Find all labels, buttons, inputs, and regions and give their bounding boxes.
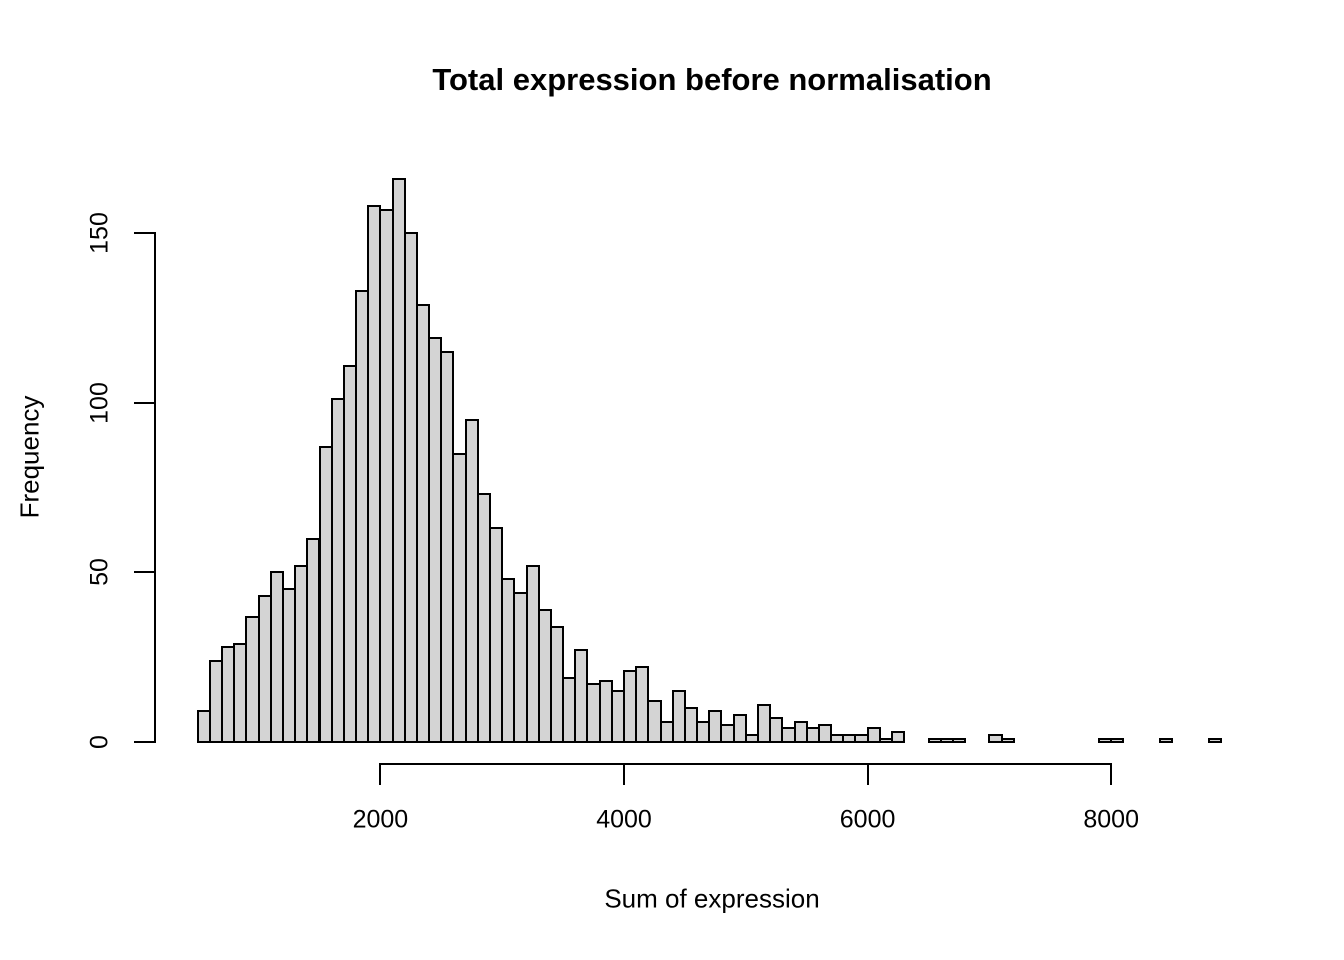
x-tick-label: 6000 — [839, 805, 896, 834]
y-tick — [134, 401, 154, 404]
y-tick-label: 0 — [85, 735, 114, 749]
histogram-bar — [1207, 737, 1222, 743]
histogram-bar — [1158, 737, 1174, 743]
chart-title: Total expression before normalisation — [432, 62, 992, 97]
y-tick-label: 150 — [85, 212, 114, 255]
y-tick — [134, 232, 154, 235]
y-tick-label: 100 — [85, 382, 114, 424]
y-axis-line — [154, 232, 156, 743]
y-tick — [134, 571, 154, 574]
x-axis-line — [379, 763, 1113, 765]
histogram-bar — [1000, 737, 1015, 743]
histogram-bar — [817, 724, 833, 743]
y-tick — [134, 741, 154, 743]
histogram-bar — [732, 713, 747, 743]
x-axis-label: Sum of expression — [604, 883, 820, 914]
histogram-bar — [866, 727, 881, 743]
x-tick — [623, 765, 625, 785]
histogram-bar — [951, 737, 967, 743]
histogram-bar — [1110, 737, 1125, 743]
y-axis-label: Frequency — [14, 395, 45, 519]
x-tick — [866, 765, 869, 785]
x-tick-label: 2000 — [352, 805, 409, 834]
x-tick-label: 4000 — [596, 805, 652, 834]
x-tick — [379, 765, 382, 785]
histogram-bar — [890, 730, 906, 743]
y-tick-label: 50 — [85, 558, 114, 587]
x-tick — [1110, 765, 1113, 785]
x-tick-label: 8000 — [1083, 805, 1139, 834]
